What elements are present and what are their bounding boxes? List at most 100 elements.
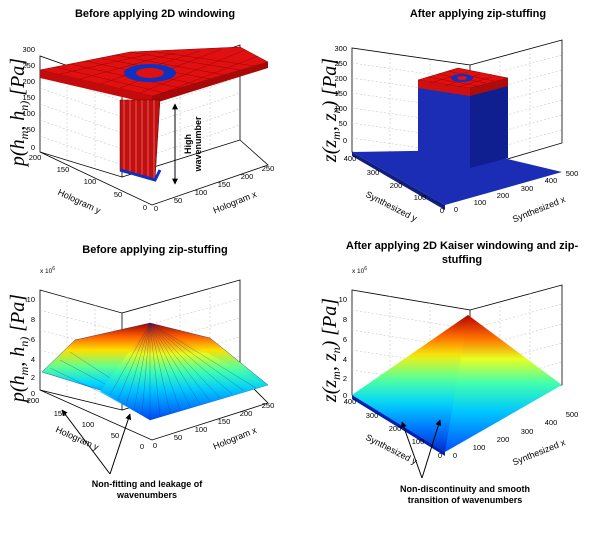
panel4-xtick: 400: [545, 418, 558, 427]
panel2-ytick: 100: [414, 193, 427, 202]
panel3-xtick: 50: [174, 433, 182, 442]
panel1-ztick: 100: [22, 109, 35, 118]
panel3-ztick: 2: [31, 373, 35, 382]
panel1-plateau-edge-left: [40, 70, 152, 104]
panel3-annotation-line2: wavenumbers: [116, 490, 177, 500]
panel3-mesh: [49, 322, 257, 418]
panel3: x 106 Non-fitting and leakage of wavenum…: [7, 266, 274, 500]
panel1-center-hole: [136, 68, 164, 78]
panel2-back-wall-right: [469, 39, 563, 171]
panel1-xtick: 50: [174, 196, 182, 205]
panel3-z-exponent: x 106: [40, 266, 55, 275]
panel2-ytick: 0: [440, 206, 444, 215]
panel3-xtick: 100: [195, 425, 208, 434]
panel4-surface-left-face: [352, 315, 468, 452]
panel4-xtick: 200: [497, 435, 510, 444]
panel4-xlabel: Synthesized x: [511, 437, 567, 467]
panel1-xtick: 250: [262, 164, 275, 173]
panel2-zlabel: z(zm, zn) [Pa]: [319, 58, 343, 163]
panel4-surface-edge: [352, 395, 445, 456]
panel2-ztick: 200: [334, 74, 347, 83]
panel2-ytick: 300: [367, 168, 380, 177]
panel1-xtick: 200: [241, 172, 254, 181]
panel2-y-ticks: 400 300 200 100 0: [344, 154, 444, 215]
panel1-title: Before applying 2D windowing: [75, 8, 235, 20]
panel4-xtick: 0: [453, 451, 457, 460]
panel2-ztick: 100: [334, 104, 347, 113]
panel4: x 106 Non-discontinuity and smooth trans…: [319, 266, 578, 505]
panel2: 300 250 200 150 100 50 0 400 300 200 100…: [319, 39, 578, 224]
panel3-ytick: 150: [54, 409, 67, 418]
panel4-title-line2: stuffing: [442, 254, 482, 266]
panel1-z-ticks: 300 250 200 150 100 50 0: [22, 45, 35, 152]
panel3-xlabel: Hologram x: [212, 425, 259, 452]
panel3-z-ticks: 10 8 6 4 2 0: [27, 295, 35, 398]
panel4-ztick: 8: [343, 315, 347, 324]
panel3-xtick: 200: [240, 409, 253, 418]
panel4-ztick: 10: [339, 295, 347, 304]
panel3-title: Before applying zip-stuffing: [82, 244, 227, 256]
panel4-ytick: 200: [389, 424, 402, 433]
panel1-column-base: [119, 168, 162, 182]
panel3-ztick: 0: [31, 389, 35, 398]
panel4-zlabel: z(zm, zn) [Pa]: [319, 298, 343, 403]
panel3-x-ticks: 0 50 100 150 200 250: [153, 401, 274, 450]
panel1-xtick: 150: [218, 180, 231, 189]
panel2-floor-edge: [352, 152, 445, 210]
panel2-block-right-face: [470, 78, 508, 168]
panel1-ztick: 150: [22, 93, 35, 102]
panel4-arrow-right: [421, 419, 442, 479]
panel2-xtick: 300: [521, 184, 534, 193]
panel1-floor: [39, 139, 269, 206]
panel1-xtick: 100: [195, 188, 208, 197]
panel2-xtick: 100: [474, 198, 487, 207]
panel4-x-ticks: 0 100 200 300 400 500: [453, 410, 578, 460]
panel4-annotation-line2: transition of wavenumbers: [408, 495, 523, 505]
panel2-top-edge-right: [470, 78, 508, 96]
panel1-x-ticks: 0 50 100 150 200 250: [154, 164, 274, 213]
panel3-ztick: 8: [31, 315, 35, 324]
panel2-xlabel: Synthesized x: [511, 194, 567, 224]
panel3-z-exponent-base: x 10: [40, 268, 53, 275]
panel4-ztick: 2: [343, 374, 347, 383]
panel2-ztick: 50: [339, 119, 347, 128]
panel2-ytick: 400: [344, 154, 357, 163]
panel1-ztick: 300: [22, 45, 35, 54]
panel3-ytick: 200: [27, 396, 40, 405]
panel4-ztick: 4: [343, 355, 347, 364]
panel2-center-hole: [457, 76, 467, 80]
panel1-ytick: 150: [57, 165, 70, 174]
panel4-xtick: 500: [566, 410, 579, 419]
panel4-xtick: 100: [473, 443, 486, 452]
panel4-ytick: 400: [344, 397, 357, 406]
panel3-surface-front: [100, 323, 268, 420]
panel4-xtick: 300: [521, 427, 534, 436]
panel3-ytick: 100: [82, 420, 95, 429]
panel4-ytick: 100: [412, 437, 425, 446]
panel1-xlabel: Hologram x: [212, 189, 259, 216]
panel1-ztick: 50: [27, 125, 35, 134]
panel4-z-exponent-base: x 10: [352, 268, 365, 275]
panel3-annotation-line1: Non-fitting and leakage of: [92, 479, 204, 489]
panel4-title-line1: After applying 2D Kaiser windowing and z…: [346, 240, 579, 252]
panel1-column-lines: [123, 100, 155, 179]
panel3-z-exponent-power: 6: [52, 266, 55, 272]
panel3-xtick: 0: [153, 441, 157, 450]
panel4-annotation-line1: Non-discontinuity and smooth: [400, 484, 530, 494]
panel3-y-ticks: 200 150 100 50 0: [27, 396, 144, 451]
panel1-ytick: 200: [29, 153, 42, 162]
panel4-z-exponent: x 106: [352, 266, 367, 275]
panel4-arrow-left: [400, 421, 423, 479]
panel2-ztick: 0: [343, 136, 347, 145]
panel1-ztick: 250: [22, 61, 35, 70]
panel1-zlabel: p(hm, hn) [Pa]: [7, 58, 31, 168]
panel2-ztick: 300: [334, 44, 347, 53]
panel4-z-ticks: 10 8 6 4 2 0: [339, 295, 347, 400]
panel3-arrow-left: [61, 409, 111, 475]
panel1-ytick: 0: [143, 203, 147, 212]
panel2-x-ticks: 0 100 200 300 400 500: [454, 169, 578, 214]
panel1-annotation-line2: wavenumber: [193, 116, 203, 173]
panel3-ztick: 6: [31, 335, 35, 344]
panel4-ztick: 0: [343, 391, 347, 400]
